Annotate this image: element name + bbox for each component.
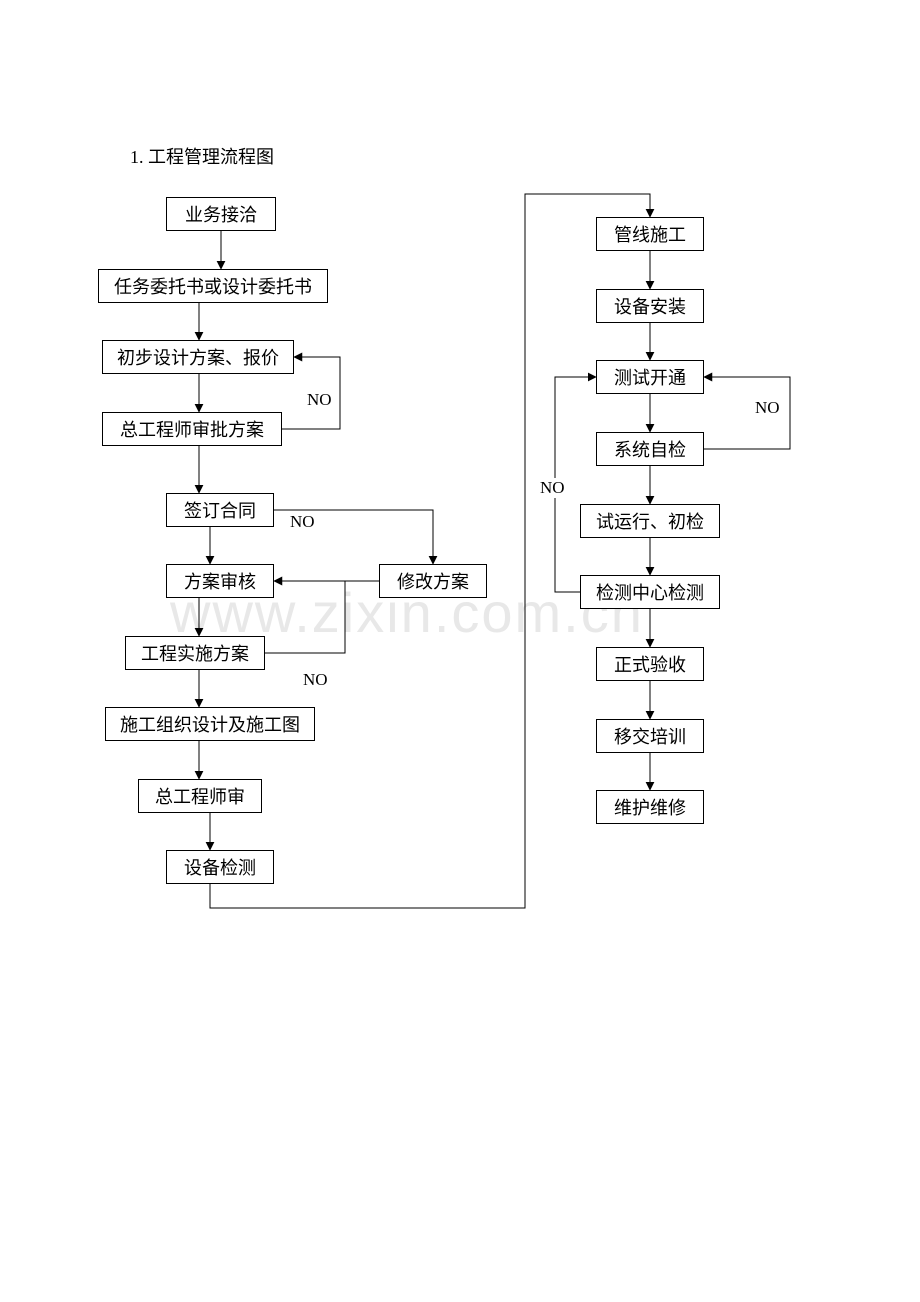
flow-node-n20: 维护维修	[596, 790, 704, 824]
flow-node-n13: 设备安装	[596, 289, 704, 323]
flow-edge-label: NO	[307, 390, 332, 410]
flow-node-label: 设备安装	[614, 293, 686, 319]
flow-node-n10: 总工程师审	[138, 779, 262, 813]
flow-node-label: 初步设计方案、报价	[117, 344, 279, 370]
flow-node-n14: 测试开通	[596, 360, 704, 394]
flow-node-label: 业务接洽	[185, 201, 257, 227]
flow-node-label: 检测中心检测	[596, 579, 704, 605]
flow-edge-label: NO	[290, 512, 315, 532]
flow-node-n17: 检测中心检测	[580, 575, 720, 609]
flow-node-label: 系统自检	[614, 436, 686, 462]
flow-node-n4: 总工程师审批方案	[102, 412, 282, 446]
flow-node-n15: 系统自检	[596, 432, 704, 466]
flow-node-label: 任务委托书或设计委托书	[114, 273, 312, 299]
flow-node-label: 测试开通	[614, 364, 686, 390]
flow-node-n11: 设备检测	[166, 850, 274, 884]
flow-node-label: 方案审核	[184, 568, 256, 594]
flow-node-n6: 方案审核	[166, 564, 274, 598]
flow-node-label: 移交培训	[614, 723, 686, 749]
flow-node-label: 管线施工	[614, 221, 686, 247]
flowchart-page: www.zixin.com.cn 1. 工程管理流程图 业务接洽任务委托书或设计…	[0, 0, 920, 1302]
flow-node-label: 维护维修	[614, 794, 686, 820]
flow-node-n9: 施工组织设计及施工图	[105, 707, 315, 741]
flow-edge	[265, 581, 345, 653]
flow-node-n5: 签订合同	[166, 493, 274, 527]
flow-node-n8: 工程实施方案	[125, 636, 265, 670]
flow-node-n16: 试运行、初检	[580, 504, 720, 538]
flow-node-n18: 正式验收	[596, 647, 704, 681]
flow-node-n12: 管线施工	[596, 217, 704, 251]
flow-node-n7: 修改方案	[379, 564, 487, 598]
flow-node-label: 试运行、初检	[596, 508, 704, 534]
flow-node-label: 修改方案	[397, 568, 469, 594]
flow-edge-label: NO	[540, 478, 565, 498]
flow-edge-label: NO	[755, 398, 780, 418]
flow-node-label: 工程实施方案	[141, 640, 249, 666]
flow-edge-label: NO	[303, 670, 328, 690]
flow-node-n1: 业务接洽	[166, 197, 276, 231]
flow-node-label: 正式验收	[614, 651, 686, 677]
flow-node-n3: 初步设计方案、报价	[102, 340, 294, 374]
flow-node-label: 设备检测	[184, 854, 256, 880]
flow-node-n19: 移交培训	[596, 719, 704, 753]
diagram-title: 1. 工程管理流程图	[130, 143, 274, 169]
flow-node-n2: 任务委托书或设计委托书	[98, 269, 328, 303]
flow-node-label: 总工程师审	[155, 783, 245, 809]
flow-node-label: 总工程师审批方案	[120, 416, 264, 442]
flow-node-label: 施工组织设计及施工图	[120, 711, 300, 737]
flow-node-label: 签订合同	[184, 497, 256, 523]
